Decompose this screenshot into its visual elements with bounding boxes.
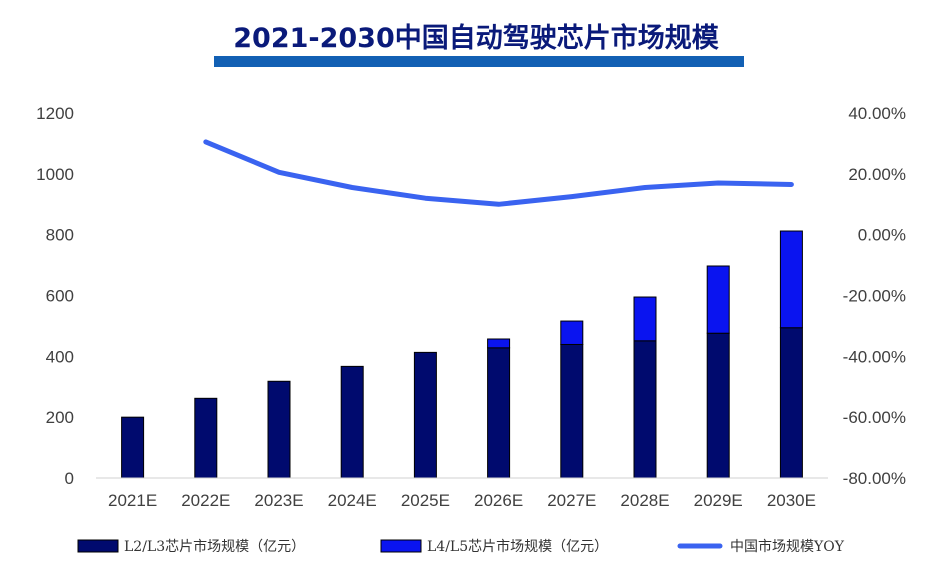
title-underline — [214, 56, 744, 67]
x-tick-label: 2023E — [254, 491, 303, 510]
bar-l2l3 — [121, 416, 145, 479]
right-tick-label: -60.00% — [843, 408, 906, 427]
legend-label: L2/L3芯片市场规模（亿元） — [124, 538, 305, 555]
bar-l2l3 — [413, 351, 437, 479]
right-tick-label: 40.00% — [848, 104, 906, 123]
legend-swatch — [77, 539, 119, 553]
legend-label: 中国市场规模YOY — [730, 538, 845, 555]
legend-swatch — [380, 539, 422, 553]
right-tick-label: -20.00% — [843, 287, 906, 306]
legend: L2/L3芯片市场规模（亿元） L4/L5芯片市场规模（亿元） 中国市场规模YOY — [77, 538, 845, 555]
yoy-line-series — [203, 139, 794, 207]
right-tick-label: -40.00% — [843, 347, 906, 366]
x-axis: 2021E 2022E 2023E 2024E 2025E 2026E 2027E 2028E… — [108, 491, 816, 510]
right-tick-label: 20.00% — [848, 165, 906, 184]
x-tick-label: 2027E — [547, 491, 596, 510]
bar-l4l5 — [633, 296, 657, 342]
bar-l2l3 — [267, 380, 291, 479]
legend-label: L4/L5芯片市场规模（亿元） — [427, 538, 608, 555]
bar-l4l5 — [487, 338, 511, 349]
bar-l2l3 — [560, 343, 584, 479]
x-tick-label: 2026E — [474, 491, 523, 510]
left-tick-label: 1200 — [36, 104, 74, 123]
left-tick-label: 600 — [46, 287, 74, 306]
bar-l2l3 — [633, 340, 657, 479]
right-tick-label: 0.00% — [858, 226, 906, 245]
bar-l2l3 — [706, 332, 730, 479]
left-tick-label: 200 — [46, 408, 74, 427]
left-tick-label: 1000 — [36, 165, 74, 184]
bars — [121, 230, 803, 479]
left-tick-label: 0 — [65, 469, 74, 488]
right-axis: -80.00% -60.00% -40.00% -20.00% 0.00% 20.00% 4… — [843, 104, 906, 488]
x-tick-label: 2021E — [108, 491, 157, 510]
x-tick-label: 2028E — [620, 491, 669, 510]
x-tick-label: 2030E — [767, 491, 816, 510]
x-tick-label: 2025E — [401, 491, 450, 510]
left-tick-label: 800 — [46, 226, 74, 245]
left-axis: 0 200 400 600 800 1000 1200 — [36, 104, 74, 488]
x-tick-label: 2022E — [181, 491, 230, 510]
bar-l2l3 — [487, 347, 511, 479]
bar-l4l5 — [779, 230, 803, 329]
right-tick-label: -80.00% — [843, 469, 906, 488]
bar-l2l3 — [779, 327, 803, 479]
bar-l2l3 — [194, 397, 218, 479]
bar-l2l3 — [340, 365, 364, 479]
x-tick-label: 2029E — [694, 491, 743, 510]
left-tick-label: 400 — [46, 347, 74, 366]
bar-l4l5 — [560, 320, 584, 345]
bar-l4l5 — [706, 265, 730, 334]
x-tick-label: 2024E — [328, 491, 377, 510]
chart-title: 2021-2030中国自动驾驶芯片市场规模 — [233, 22, 719, 54]
yoy-line — [203, 139, 794, 207]
